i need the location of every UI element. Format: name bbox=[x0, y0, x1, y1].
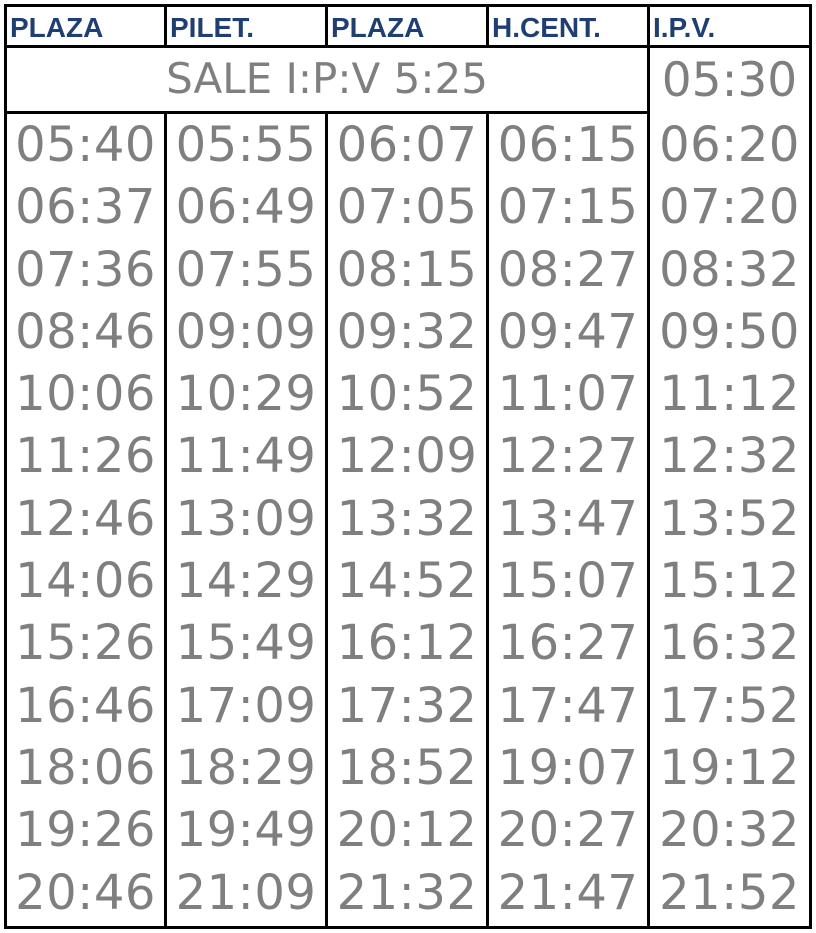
header-ipv: I.P.V. bbox=[650, 7, 809, 48]
time-cell: 07:36 bbox=[15, 241, 156, 298]
time-cell: 06:49 bbox=[175, 179, 317, 236]
time-cell: 19:12 bbox=[659, 739, 800, 796]
time-cell: 12:46 bbox=[15, 490, 156, 547]
time-cell: 12:32 bbox=[659, 428, 800, 485]
column-plaza-1: 05:40 06:37 07:36 08:46 10:06 11:26 12:46 14:06… bbox=[7, 114, 167, 926]
time-cell: 18:29 bbox=[175, 739, 317, 796]
time-cell: 06:37 bbox=[15, 179, 156, 236]
time-cell: 14:29 bbox=[175, 553, 317, 610]
time-cell: 07:05 bbox=[336, 179, 478, 236]
time-cell: 21:32 bbox=[336, 864, 478, 921]
time-cell: 15:49 bbox=[175, 615, 317, 672]
time-cell: 08:32 bbox=[659, 241, 800, 298]
time-cell: 21:52 bbox=[659, 864, 800, 921]
time-cell: 18:52 bbox=[336, 739, 478, 796]
ipv-first-time: 05:30 bbox=[661, 53, 798, 108]
bus-timetable: PLAZA PILET. PLAZA H.CENT. I.P.V. SALE I… bbox=[4, 4, 812, 929]
time-cell: 14:06 bbox=[15, 553, 156, 610]
time-cell: 16:32 bbox=[659, 615, 800, 672]
time-cell: 10:29 bbox=[175, 366, 317, 423]
time-cell: 14:52 bbox=[336, 553, 478, 610]
header-plaza-2: PLAZA bbox=[328, 7, 489, 48]
time-cell: 12:27 bbox=[497, 428, 639, 485]
time-cell: 17:32 bbox=[336, 677, 478, 734]
time-cell: 11:49 bbox=[175, 428, 317, 485]
time-cell: 13:52 bbox=[659, 490, 800, 547]
time-cell: 06:07 bbox=[336, 117, 478, 173]
time-cell: 19:26 bbox=[15, 802, 156, 859]
time-cell: 16:27 bbox=[497, 615, 639, 672]
time-cell: 13:09 bbox=[175, 490, 317, 547]
column-pilet: 05:55 06:49 07:55 09:09 10:29 11:49 13:09 14:29… bbox=[167, 114, 328, 926]
time-cell: 11:26 bbox=[15, 428, 156, 485]
column-plaza-2: 06:07 07:05 08:15 09:32 10:52 12:09 13:32 14:52… bbox=[328, 114, 489, 926]
time-cell: 16:12 bbox=[336, 615, 478, 672]
time-cell: 12:09 bbox=[336, 428, 478, 485]
time-cell: 13:32 bbox=[336, 490, 478, 547]
time-cell: 07:15 bbox=[497, 179, 639, 236]
time-cell: 09:09 bbox=[175, 303, 317, 360]
time-cell: 20:12 bbox=[336, 802, 478, 859]
time-cell: 20:46 bbox=[15, 864, 156, 921]
time-cell: 10:06 bbox=[15, 366, 156, 423]
time-cell: 19:49 bbox=[175, 802, 317, 859]
time-cell: 16:46 bbox=[15, 677, 156, 734]
time-cell: 07:20 bbox=[659, 179, 800, 236]
time-cell: 15:07 bbox=[497, 553, 639, 610]
time-cell: 17:47 bbox=[497, 677, 639, 734]
time-cell: 09:32 bbox=[336, 303, 478, 360]
time-cell: 21:09 bbox=[175, 864, 317, 921]
time-cell: 09:50 bbox=[659, 303, 800, 360]
time-cell: 18:06 bbox=[15, 739, 156, 796]
column-h-cent: 06:15 07:15 08:27 09:47 11:07 12:27 13:47 15:07… bbox=[489, 114, 650, 926]
column-ipv: 06:20 07:20 08:32 09:50 11:12 12:32 13:52 15:12… bbox=[650, 114, 809, 926]
time-cell: 05:55 bbox=[175, 117, 317, 173]
header-plaza-1: PLAZA bbox=[7, 7, 167, 48]
time-cell: 15:26 bbox=[15, 615, 156, 672]
time-cell: 08:46 bbox=[15, 303, 156, 360]
time-cell: 11:12 bbox=[659, 366, 800, 423]
time-cell: 21:47 bbox=[497, 864, 639, 921]
time-cell: 08:15 bbox=[336, 241, 478, 298]
time-cell: 06:20 bbox=[659, 117, 800, 173]
time-cell: 17:09 bbox=[175, 677, 317, 734]
header-pilet: PILET. bbox=[167, 7, 328, 48]
sale-note: SALE I:P:V 5:25 bbox=[7, 48, 650, 114]
time-cell: 06:15 bbox=[497, 117, 639, 173]
time-cell: 20:27 bbox=[497, 802, 639, 859]
time-cell: 05:40 bbox=[15, 117, 156, 173]
time-cell: 09:47 bbox=[497, 303, 639, 360]
time-cell: 15:12 bbox=[659, 553, 800, 610]
time-cell: 13:47 bbox=[497, 490, 639, 547]
header-h-cent: H.CENT. bbox=[489, 7, 650, 48]
time-cell: 07:55 bbox=[175, 241, 317, 298]
time-cell: 10:52 bbox=[336, 366, 478, 423]
time-cell: 17:52 bbox=[659, 677, 800, 734]
time-cell: 19:07 bbox=[497, 739, 639, 796]
time-cell: 20:32 bbox=[659, 802, 800, 859]
time-cell: 11:07 bbox=[497, 366, 639, 423]
time-cell: 08:27 bbox=[497, 241, 639, 298]
